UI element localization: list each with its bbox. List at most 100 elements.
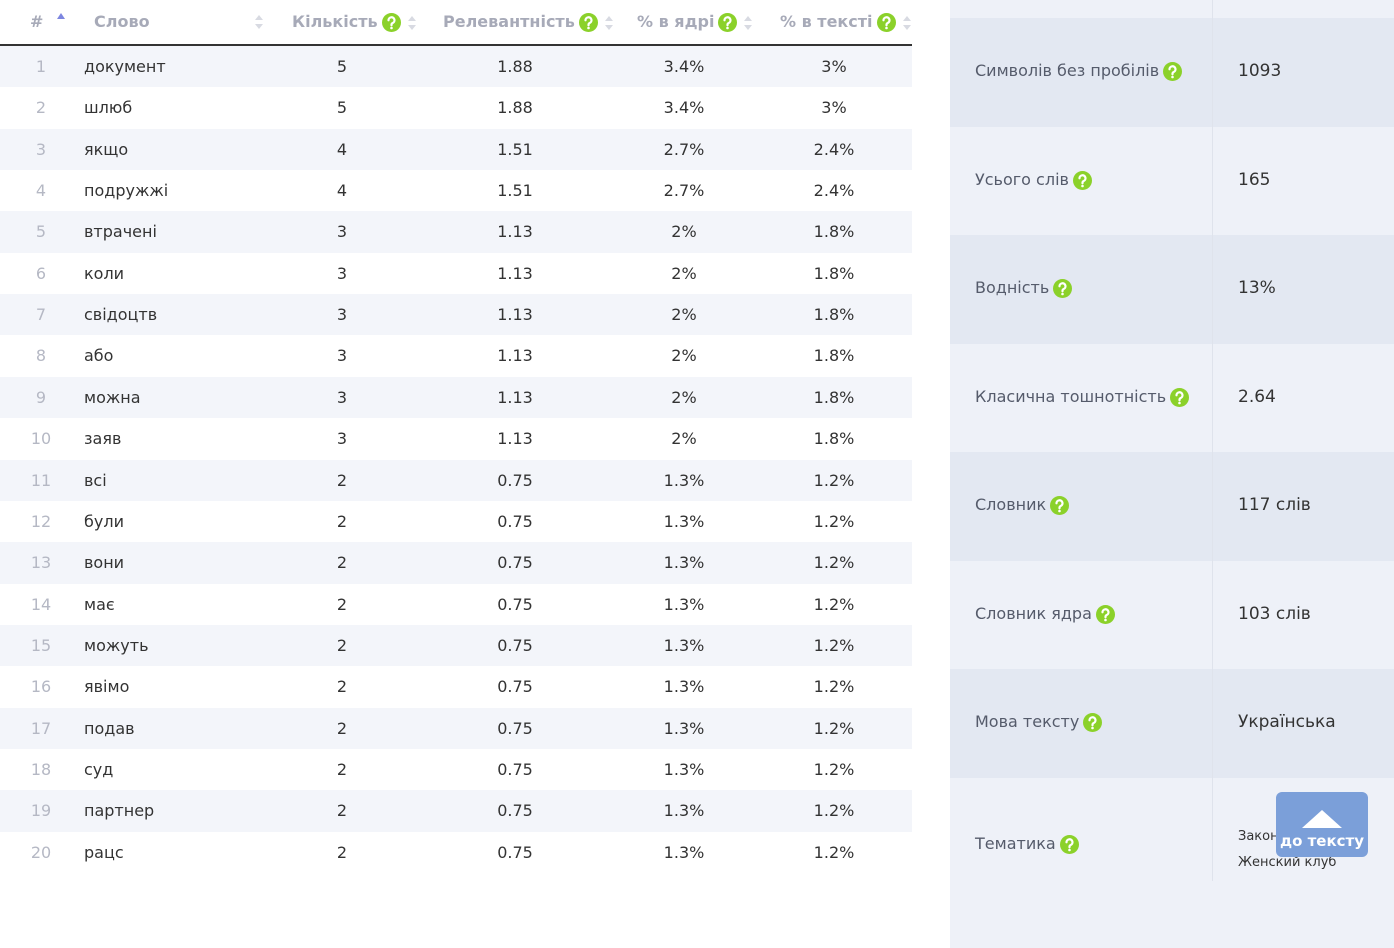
stat-value: 165	[1238, 169, 1271, 190]
table-cell: має	[84, 594, 115, 614]
help-icon[interactable]	[876, 13, 896, 32]
table-cell: 3%	[821, 98, 847, 118]
label-text: Усього слів	[975, 169, 1069, 189]
sort-icon[interactable]	[604, 13, 614, 33]
row-number: 20	[30, 842, 52, 862]
help-icon[interactable]	[1083, 713, 1103, 732]
table-cell: 2	[336, 594, 348, 614]
table-cell: рацс	[84, 842, 124, 862]
row-number: 7	[35, 305, 47, 325]
help-icon[interactable]	[1059, 834, 1079, 854]
table-cell: 1.8%	[813, 263, 855, 283]
row-number: 8	[35, 346, 47, 366]
help-icon[interactable]	[1072, 170, 1092, 190]
table-cell: 2	[336, 470, 348, 490]
stat-value: 13%	[1238, 278, 1276, 298]
stat-row: Символів без пробілів 1093	[950, 18, 1394, 127]
table-cell: 1.3%	[663, 677, 705, 697]
header-text: Слово	[94, 12, 150, 31]
column-header[interactable]: % в ядрі	[637, 0, 753, 44]
stat-value: Українська	[1238, 712, 1336, 732]
table-cell: 1.2%	[813, 470, 855, 490]
row-number: 16	[30, 677, 52, 697]
table-cell: 1.13	[497, 222, 533, 242]
help-icon[interactable]	[1163, 62, 1183, 81]
table-cell: подружжі	[84, 181, 169, 201]
table-cell: 1.3%	[663, 470, 705, 490]
table-cell: 1.13	[497, 387, 533, 407]
help-icon[interactable]	[1053, 279, 1073, 298]
table-cell: 1.8%	[813, 346, 855, 366]
back-to-text-button[interactable]: до тексту	[1276, 792, 1368, 857]
table-cell: 1.2%	[813, 635, 855, 655]
table-row: 5 втрачені 3 1.13 2% 1.8%	[0, 211, 912, 253]
row-number: 5	[35, 222, 47, 242]
label-text: Символів без пробілів	[975, 61, 1160, 80]
row-number: 1	[35, 57, 47, 76]
stat-label: Класична тошнотність	[975, 385, 1190, 409]
help-icon[interactable]	[718, 13, 738, 32]
help-icon[interactable]	[1170, 387, 1190, 407]
table-cell: 2.7%	[663, 139, 705, 159]
column-header[interactable]: Слово	[94, 0, 263, 44]
table-cell: 3	[336, 346, 348, 366]
table-cell: 1.2%	[813, 718, 855, 738]
help-icon[interactable]	[1095, 604, 1115, 624]
table-cell: суд	[84, 759, 114, 779]
help-icon[interactable]	[381, 13, 401, 32]
table-cell: 1.3%	[663, 759, 705, 779]
table-row: 10 заяв 3 1.13 2% 1.8%	[0, 418, 912, 460]
table-row: 2 шлюб 5 1.88 3.4% 3%	[0, 87, 912, 129]
row-number: 17	[30, 718, 52, 738]
sort-icon[interactable]	[254, 12, 264, 32]
up-arrow-icon	[1302, 810, 1342, 828]
column-header[interactable]: % в тексті	[780, 0, 912, 44]
column-header[interactable]: Релевантність	[443, 0, 614, 44]
column-header[interactable]: Кількість	[292, 0, 417, 44]
table-cell: свідоцтв	[84, 305, 158, 325]
table-cell: 1.8%	[813, 387, 855, 407]
table-cell: 0.75	[497, 759, 533, 779]
label-text: Мова тексту	[975, 712, 1080, 731]
label-text: Словник ядра	[975, 603, 1092, 623]
table-cell: 3	[336, 429, 348, 449]
help-icon[interactable]	[1050, 496, 1070, 515]
row-number: 11	[30, 470, 52, 490]
table-cell: 2%	[671, 263, 697, 283]
sort-icon[interactable]	[902, 13, 912, 33]
table-cell: 2	[336, 677, 348, 697]
table-cell: 3%	[821, 57, 847, 76]
table-cell: 0.75	[497, 511, 533, 531]
label-text: Тематика	[975, 833, 1056, 853]
row-number: 12	[30, 511, 52, 531]
help-icon[interactable]	[578, 13, 598, 32]
table-cell: шлюб	[84, 98, 133, 118]
table-cell: 2	[336, 718, 348, 738]
table-cell: якщо	[84, 139, 129, 159]
table-cell: 1.2%	[813, 759, 855, 779]
table-cell: 2.4%	[813, 139, 855, 159]
table-cell: 1.3%	[663, 594, 705, 614]
label-text: Водність	[975, 278, 1050, 297]
header-rule	[0, 44, 912, 46]
table-row: 13 вони 2 0.75 1.3% 1.2%	[0, 542, 912, 584]
stat-row: Мова тексту Українська	[950, 669, 1394, 778]
table-cell: або	[84, 346, 114, 366]
stat-row: Водність 13%	[950, 235, 1394, 344]
table-cell: 2%	[671, 305, 697, 325]
table-cell: 0.75	[497, 635, 533, 655]
sort-icon[interactable]	[407, 13, 417, 33]
table-cell: 5	[336, 98, 348, 118]
stat-value: 103 слів	[1238, 603, 1311, 624]
table-cell: 1.13	[497, 346, 533, 366]
stat-label: Словник	[975, 493, 1070, 517]
table-cell: заяв	[84, 429, 122, 449]
sort-icon[interactable]	[56, 10, 66, 30]
sort-icon[interactable]	[743, 13, 753, 33]
table-row: 11 всі 2 0.75 1.3% 1.2%	[0, 459, 912, 501]
table-cell: подав	[84, 718, 135, 738]
table-cell: 0.75	[497, 470, 533, 490]
column-header[interactable]: #	[30, 0, 65, 44]
table-cell: 2	[336, 759, 348, 779]
table-cell: 1.88	[497, 98, 533, 118]
